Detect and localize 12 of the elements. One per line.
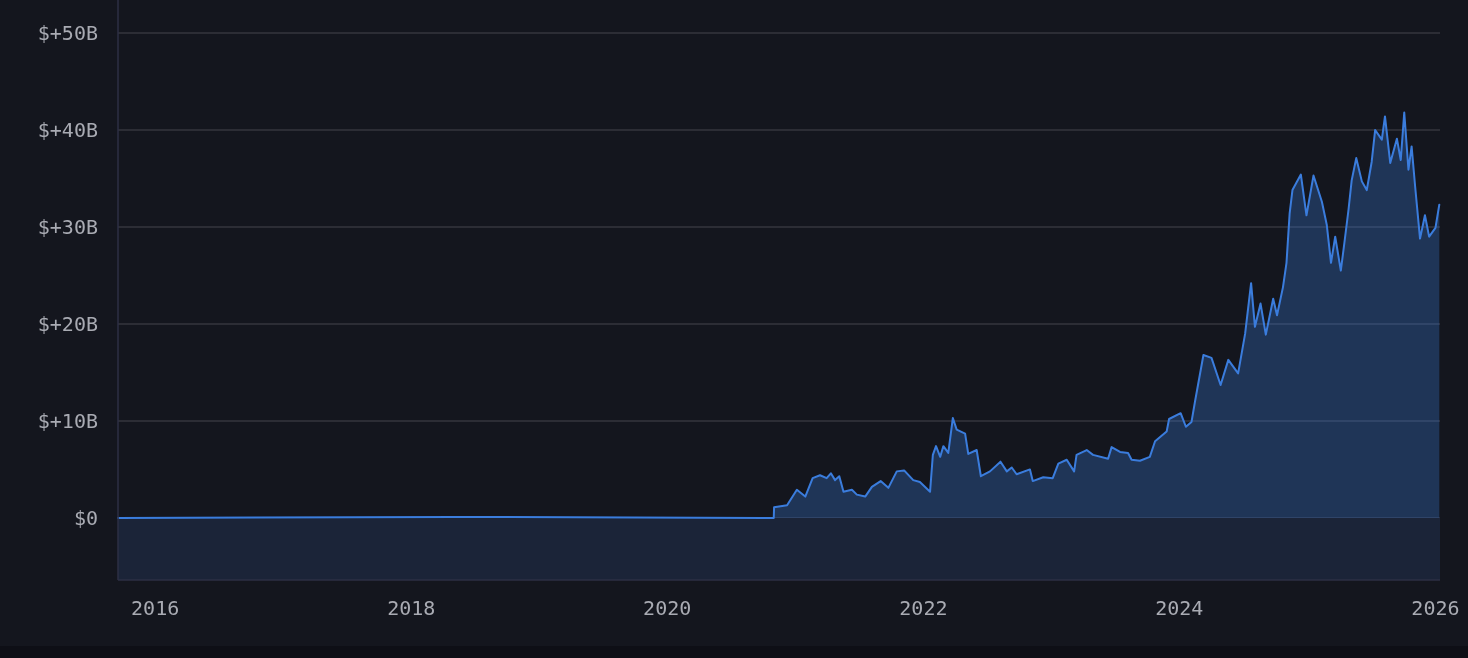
y-tick-label: $+30B	[37, 214, 98, 239]
x-tick-label: 2018	[387, 596, 436, 620]
x-tick-label: 2026	[1411, 596, 1460, 620]
y-tick-label: $+20B	[37, 311, 98, 336]
y-tick-label: $+50B	[37, 20, 98, 45]
y-tick-label: $0	[73, 505, 98, 530]
x-tick-label: 2022	[899, 596, 948, 620]
x-tick-label: 2016	[131, 596, 180, 620]
y-tick-label: $+10B	[37, 408, 98, 433]
x-tick-label: 2024	[1155, 596, 1204, 620]
y-tick-label: $+40B	[37, 117, 98, 142]
x-tick-label: 2020	[643, 596, 692, 620]
